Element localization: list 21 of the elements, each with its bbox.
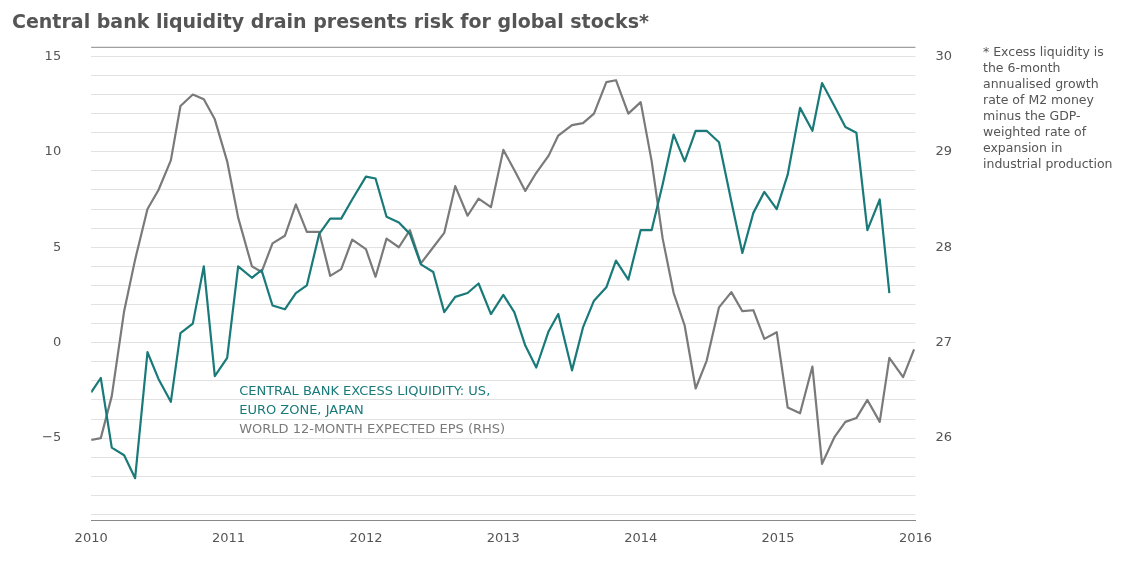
series-label: CENTRAL BANK EXCESS LIQUIDITY: US, EURO ZONE, JAPAN	[239, 383, 491, 418]
x-tick-label: 2015	[761, 530, 795, 546]
x-tick-label: 2014	[624, 530, 658, 546]
y2-tick-label: 29	[935, 143, 952, 159]
y-tick-label: −5	[41, 429, 62, 445]
x-tick-label: 2011	[212, 530, 246, 546]
x-tick-label: 2016	[898, 530, 932, 546]
x-tick-label: 2010	[74, 530, 108, 546]
y2-tick-label: 26	[935, 429, 952, 445]
y2-tick-label: 30	[935, 47, 952, 63]
y-tick-label: 10	[44, 143, 62, 159]
text: WORLD 12-MONTH EXPECTED EPS (RHS)	[239, 421, 506, 437]
y2-tick-label: 27	[935, 334, 952, 350]
y-tick-label: 15	[44, 47, 62, 63]
text: * Excess liquidity is the 6-month annualised growth rate of M2 money minus the GDP-weighted rate of expansion in industrial production	[983, 44, 1114, 172]
y2-tick-label: 28	[935, 238, 952, 254]
x-tick-label: 2013	[486, 530, 520, 546]
x-tick-label: 2012	[349, 530, 383, 546]
y-tick-label: 5	[52, 238, 62, 254]
y-tick-label: 0	[52, 334, 62, 350]
chart-title: Central bank liquidity drain presents risk for global stocks*	[12, 10, 649, 33]
